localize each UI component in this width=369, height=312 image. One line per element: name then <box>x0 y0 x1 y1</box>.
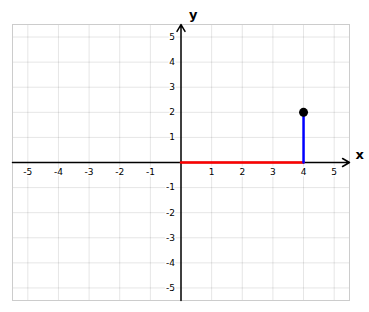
svg-text:4: 4 <box>169 57 175 67</box>
svg-text:-4: -4 <box>166 258 175 268</box>
svg-text:-3: -3 <box>85 167 94 177</box>
svg-text:-3: -3 <box>166 233 175 243</box>
svg-text:2: 2 <box>239 167 245 177</box>
svg-text:-4: -4 <box>54 167 63 177</box>
svg-text:-5: -5 <box>166 283 175 293</box>
svg-text:-2: -2 <box>115 167 124 177</box>
svg-text:3: 3 <box>270 167 276 177</box>
svg-text:4: 4 <box>301 167 307 177</box>
svg-text:1: 1 <box>209 167 215 177</box>
svg-text:5: 5 <box>331 167 337 177</box>
svg-text:-2: -2 <box>166 208 175 218</box>
svg-text:5: 5 <box>169 32 175 42</box>
svg-text:3: 3 <box>169 82 175 92</box>
svg-text:-1: -1 <box>166 182 175 192</box>
svg-text:1: 1 <box>169 132 175 142</box>
svg-text:-5: -5 <box>23 167 32 177</box>
svg-text:2: 2 <box>169 107 175 117</box>
svg-text:x: x <box>356 147 365 162</box>
svg-text:y: y <box>189 7 198 22</box>
svg-text:-1: -1 <box>146 167 155 177</box>
